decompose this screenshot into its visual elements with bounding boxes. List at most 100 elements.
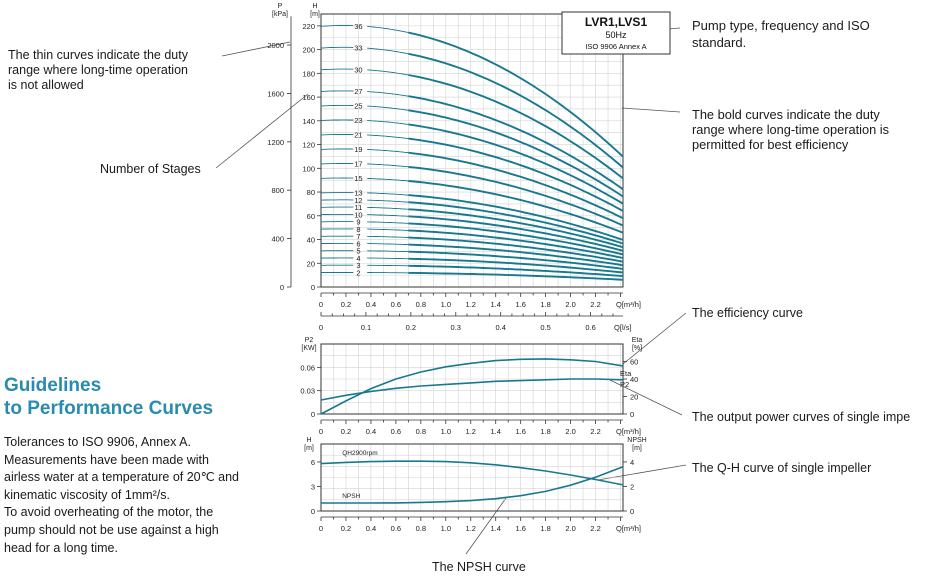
stage-curve-bold-25 — [408, 109, 624, 198]
bold-curves-line-1: The bold curves indicate the duty — [692, 107, 880, 122]
leader-line — [621, 107, 681, 113]
stage-label-8: 8 — [356, 225, 360, 234]
pressure-tick-label: 1200 — [267, 138, 284, 147]
right-tick-label: 0 — [630, 410, 634, 419]
stage-label-23: 23 — [354, 116, 362, 125]
x-tick-label: 0.4 — [366, 427, 376, 436]
stage-curve-thin-13 — [367, 192, 409, 196]
flow-ls-tick-label: 0.5 — [540, 323, 550, 332]
stage-label-13: 13 — [354, 189, 362, 198]
x-tick-label: 2.2 — [590, 427, 600, 436]
right-tick-label: 40 — [630, 375, 638, 384]
pump-type-note: Pump type, frequency and ISO standard. — [692, 17, 870, 51]
stage-label-4: 4 — [356, 254, 360, 263]
stage-label-5: 5 — [356, 247, 360, 256]
stage-curve-thin-4 — [367, 257, 409, 260]
guidelines-title: Guidelines to Performance Curves — [4, 374, 213, 420]
x-tick-label: 1.0 — [441, 300, 451, 309]
x-tick-label: 1.0 — [441, 427, 451, 436]
series-eta — [320, 358, 624, 415]
stage-curve-thin-27 — [367, 91, 409, 97]
right-axis-unit: [%] — [632, 345, 642, 352]
leader-line — [215, 93, 309, 169]
flow-ls-tick-label: 0.1 — [361, 323, 371, 332]
stage-label-2: 2 — [356, 268, 360, 277]
y-tick-label: 60 — [307, 212, 315, 221]
x-tick-label: 1.4 — [490, 427, 500, 436]
y-tick-label: 80 — [307, 188, 315, 197]
leader-line — [221, 41, 291, 57]
y-axis-label: H — [312, 3, 317, 10]
x-tick-label: 2.2 — [590, 524, 600, 533]
pressure-tick-label: 400 — [271, 235, 284, 244]
guidelines-title-line-2: to Performance Curves — [4, 398, 214, 419]
x-tick-label: 0 — [319, 427, 323, 436]
y-tick-label: 120 — [302, 141, 315, 150]
x-tick-label: 0.8 — [416, 427, 426, 436]
legend-box-frame — [561, 11, 671, 55]
x-tick-label: 0 — [319, 300, 323, 309]
x-tick-label: 0.6 — [391, 427, 401, 436]
y-tick-label: 140 — [302, 117, 315, 126]
x-tick-label: 1.2 — [466, 300, 476, 309]
stage-label-27: 27 — [354, 87, 362, 96]
x-tick-label: 1.2 — [466, 524, 476, 533]
x-tick-label: 1.6 — [515, 300, 525, 309]
panel-frame — [320, 443, 624, 512]
stage-curve-thin-27 — [321, 90, 354, 92]
x-tick-label: 2.0 — [565, 524, 575, 533]
x-tick-label: 1.2 — [466, 427, 476, 436]
stage-label-19: 19 — [354, 145, 362, 154]
guidelines-line: To avoid overheating of the motor, the — [4, 505, 214, 520]
leader-line — [609, 379, 683, 416]
x-axis-label: Q[m³/h] — [616, 524, 641, 533]
stage-curve-bold-10 — [408, 215, 624, 252]
y-tick-label: 3 — [311, 482, 315, 491]
stage-label-12: 12 — [354, 196, 362, 205]
series-npsh — [321, 466, 624, 504]
right-axis-label: NPSH — [627, 437, 646, 444]
y-axis-label: P2 — [305, 337, 314, 344]
stage-curve-bold-27 — [408, 95, 624, 191]
stage-curve-bold-9 — [408, 222, 624, 256]
stage-curve-bold-7 — [408, 236, 624, 263]
right-tick-label: 60 — [630, 358, 638, 367]
pressure-axis-label: P — [278, 3, 283, 10]
stage-label-7: 7 — [356, 232, 360, 241]
y-tick-label: 6 — [311, 458, 315, 467]
stage-curve-bold-3 — [408, 264, 624, 278]
stage-curve-bold-21 — [408, 137, 624, 212]
guidelines-body: Tolerances to ISO 9906, Annex A. Measure… — [4, 434, 274, 557]
stage-label-21: 21 — [354, 131, 362, 140]
stage-curve-bold-23 — [408, 123, 624, 205]
legend-standard: ISO 9906 Annex A — [585, 42, 646, 51]
qh-series-label: QH2900rpm — [342, 450, 377, 457]
stage-curve-thin-25 — [320, 104, 354, 107]
x-tick-label: 1.8 — [540, 427, 550, 436]
x-axis-label: Q[m³/h] — [616, 300, 641, 309]
guidelines-line: pump should not be use against a high — [4, 522, 219, 537]
stage-label-30: 30 — [354, 65, 362, 74]
y-axis-unit: [m] — [304, 445, 314, 452]
x-axis-label: Q[m³/h] — [616, 427, 641, 436]
stage-curve-thin-8 — [367, 228, 409, 231]
output-power-note: The output power curves of single impe — [692, 410, 911, 424]
stage-curve-thin-3 — [367, 264, 409, 267]
plot-frame — [320, 13, 624, 288]
x-tick-label: 1.8 — [540, 300, 550, 309]
y-axis-unit: [m] — [310, 11, 320, 18]
x-tick-label: 0.8 — [416, 300, 426, 309]
right-tick-label: 20 — [630, 393, 638, 402]
stage-curve-bold-15 — [408, 180, 624, 234]
stage-label-36: 36 — [354, 22, 362, 31]
stage-label-11: 11 — [355, 203, 363, 212]
y-tick-label: 220 — [302, 22, 315, 31]
stage-curve-thin-25 — [367, 105, 409, 111]
stage-curve-thin-30 — [367, 69, 409, 76]
thin-curves-line-1: The thin curves indicate the duty — [8, 48, 188, 62]
stage-curve-thin-15 — [367, 177, 409, 182]
stage-curve-thin-6 — [367, 243, 409, 246]
x-tick-label: 1.6 — [515, 427, 525, 436]
x-tick-label: 2.0 — [565, 300, 575, 309]
